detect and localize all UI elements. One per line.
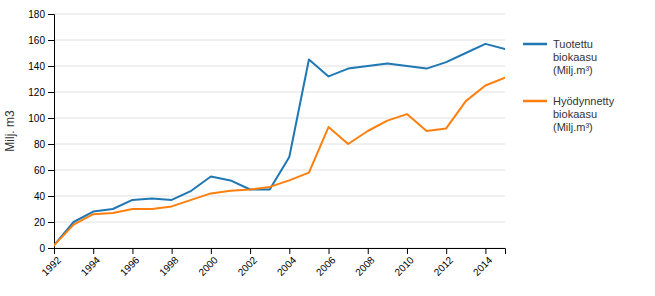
y-tick: 120 [28, 87, 54, 98]
y-tick-label: 20 [34, 217, 46, 228]
y-tick-label: 100 [28, 113, 45, 124]
y-tick-label: 80 [34, 139, 46, 150]
legend-swatch [523, 100, 547, 103]
y-tick-mark [48, 40, 54, 41]
grid-line [54, 118, 505, 119]
y-tick-mark [48, 66, 54, 67]
grid-line [54, 170, 505, 171]
legend: Tuotettubiokaasu(Milj.m³) Hyödynnettybiok… [523, 38, 615, 133]
legend-label: Tuotettubiokaasu(Milj.m³) [553, 38, 597, 76]
x-tick: 2012 [432, 248, 456, 278]
y-tick: 40 [34, 191, 54, 202]
x-tick-mark [485, 248, 486, 254]
x-tick-mark [93, 248, 94, 254]
x-tick: 2014 [471, 248, 495, 278]
x-tick: 2004 [275, 248, 299, 278]
series-group [54, 44, 505, 246]
legend-label: Hyödynnettybiokaasu(Milj.m³) [553, 95, 615, 133]
x-tick-mark [329, 248, 330, 254]
x-tick: 2006 [314, 248, 338, 278]
x-tick-label: 1992 [39, 254, 63, 278]
y-tick-label: 60 [34, 165, 46, 176]
x-tick-label: 2008 [353, 254, 377, 278]
plot: 1992199419961998200020022004200620082010… [3, 9, 506, 278]
x-tick: 2000 [196, 248, 220, 278]
x-tick-label: 2010 [392, 254, 416, 278]
x-tick: 1998 [157, 248, 181, 278]
y-tick: 180 [28, 9, 54, 20]
x-tick-mark [407, 248, 408, 254]
x-tick: 2002 [236, 248, 260, 278]
x-tick-mark [132, 248, 133, 254]
x-tick-mark [211, 248, 212, 254]
grid-line [54, 222, 505, 223]
x-tick-mark [289, 248, 290, 254]
y-tick-mark [48, 144, 54, 145]
x-tick: 1994 [79, 248, 103, 278]
y-tick-mark [48, 170, 54, 171]
y-tick-label: 160 [28, 35, 45, 46]
legend-item: Tuotettubiokaasu(Milj.m³) [523, 38, 597, 76]
y-tick-label: 120 [28, 87, 45, 98]
y-tick-label: 0 [39, 243, 45, 254]
chart-svg: 1992199419961998200020022004200620082010… [0, 0, 655, 296]
y-tick-mark [48, 14, 54, 15]
x-axis-line [55, 249, 506, 255]
y-tick-mark [48, 196, 54, 197]
x-tick: 1996 [118, 248, 142, 278]
x-tick-label: 2004 [275, 254, 299, 278]
y-tick: 140 [28, 61, 54, 72]
grid [54, 14, 505, 248]
x-tick-mark [250, 248, 251, 254]
grid-line [54, 40, 505, 41]
chart-container: 1992199419961998200020022004200620082010… [0, 0, 655, 296]
y-tick: 60 [34, 165, 54, 176]
y-tick: 160 [28, 35, 54, 46]
x-tick: 2008 [353, 248, 377, 278]
y-tick: 20 [34, 217, 54, 228]
y-tick-mark [48, 92, 54, 93]
y-tick-label: 40 [34, 191, 46, 202]
x-tick-label: 1994 [79, 254, 103, 278]
y-tick: 80 [34, 139, 54, 150]
series-line [54, 78, 505, 246]
x-tick-mark [368, 248, 369, 254]
x-tick-mark [446, 248, 447, 254]
y-tick-mark [48, 222, 54, 223]
grid-line [54, 196, 505, 197]
grid-line [54, 14, 505, 15]
x-tick-label: 2002 [236, 254, 260, 278]
x-tick-label: 2014 [471, 254, 495, 278]
legend-item: Hyödynnettybiokaasu(Milj.m³) [523, 95, 615, 133]
x-tick-mark [172, 248, 173, 254]
series-line [54, 44, 505, 246]
y-axis-line [48, 15, 55, 249]
y-tick: 100 [28, 113, 54, 124]
y-axis: 0 20 40 60 80 100 120 140 160 180 [28, 9, 54, 254]
x-tick-label: 2000 [196, 254, 220, 278]
y-tick-label: 140 [28, 61, 45, 72]
y-axis-title: Milj. m3 [3, 110, 17, 152]
y-tick-mark [48, 248, 54, 249]
x-tick-label: 2012 [432, 254, 456, 278]
y-tick: 0 [39, 243, 54, 254]
grid-line [54, 144, 505, 145]
x-tick-label: 1998 [157, 254, 181, 278]
x-tick-label: 1996 [118, 254, 142, 278]
x-tick-label: 2006 [314, 254, 338, 278]
grid-line [54, 92, 505, 93]
x-axis: 1992 1994 1996 1998 2000 2002 2004 2006 2008 2010… [39, 248, 505, 278]
y-tick-label: 180 [28, 9, 45, 20]
legend-swatch [523, 43, 547, 46]
y-tick-mark [48, 118, 54, 119]
x-tick: 2010 [392, 248, 416, 278]
